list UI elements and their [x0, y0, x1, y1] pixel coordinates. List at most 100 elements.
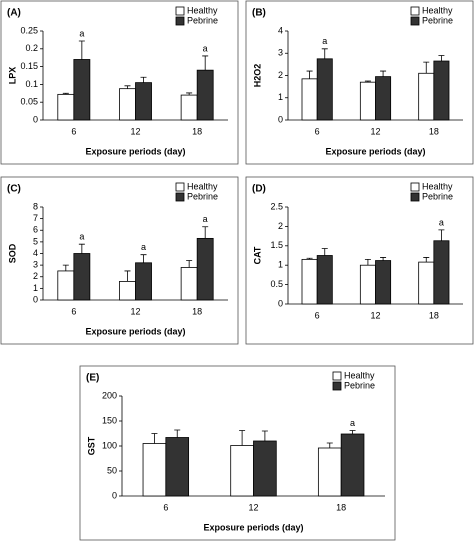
y-tick-label: 1	[33, 283, 38, 293]
error-bar	[438, 229, 445, 241]
error-bar	[423, 257, 430, 263]
error-bar	[78, 243, 85, 254]
legend-label: Pebrine	[187, 191, 218, 201]
x-tick-label: 12	[370, 310, 380, 320]
bar	[340, 433, 365, 497]
bar	[375, 260, 392, 305]
y-axis-label: LPX	[7, 67, 17, 85]
y-axis-label: GST	[86, 436, 96, 455]
bar	[253, 440, 277, 497]
x-axis-label: Exposure periods (day)	[325, 146, 425, 156]
x-tick-label: 6	[163, 502, 168, 512]
panel-label: (C)	[7, 184, 21, 195]
bar	[418, 261, 435, 305]
error-bar	[62, 92, 69, 95]
legend-swatch	[332, 381, 342, 391]
bar	[359, 81, 376, 121]
bar	[316, 255, 333, 305]
y-axis-label: H2O2	[252, 64, 262, 88]
y-tick-label: 0	[278, 298, 283, 308]
error-bar	[321, 248, 328, 256]
y-tick-label: 200	[102, 390, 117, 400]
y-tick-label: 0.1	[25, 79, 38, 89]
y-tick-label: 0	[112, 490, 117, 500]
y-tick-label: 1	[278, 92, 283, 102]
panel-label: (A)	[7, 8, 21, 19]
bar	[375, 76, 392, 121]
bar	[142, 443, 167, 497]
y-tick-label: 4	[33, 248, 38, 258]
y-tick-label: 2	[278, 221, 283, 231]
error-bar	[124, 270, 131, 282]
error-bar	[349, 430, 356, 434]
y-tick-label: 2.5	[270, 201, 283, 211]
significance-label: a	[141, 242, 146, 252]
y-tick-label: 4	[278, 25, 283, 35]
bar	[73, 253, 91, 301]
x-tick-label: 18	[192, 306, 202, 316]
x-tick-label: 6	[71, 126, 76, 136]
x-tick-label: 12	[130, 126, 140, 136]
error-bar	[423, 61, 430, 74]
bar	[57, 270, 75, 301]
significance-label: a	[79, 232, 84, 242]
x-tick-label: 18	[429, 126, 439, 136]
error-bar	[306, 70, 313, 79]
x-axis-label: Exposure periods (day)	[85, 326, 185, 336]
error-bar	[380, 70, 387, 77]
significance-label: a	[439, 217, 444, 227]
bar	[135, 262, 152, 301]
error-bar	[306, 257, 313, 260]
bar	[73, 59, 91, 121]
x-tick-label: 6	[315, 310, 320, 320]
error-bar	[140, 76, 147, 83]
bar	[433, 60, 450, 121]
y-tick-label: 7	[33, 213, 38, 223]
panel-frame	[245, 0, 474, 165]
y-tick-label: 2	[278, 70, 283, 80]
y-axis-label: CAT	[252, 246, 262, 264]
x-tick-label: 18	[429, 310, 439, 320]
error-bar	[78, 40, 85, 60]
panel-frame	[79, 365, 396, 541]
panel-frame	[0, 0, 239, 165]
y-tick-label: 6	[33, 225, 38, 235]
error-bar	[380, 257, 387, 261]
legend-label: Healthy	[187, 181, 218, 191]
y-tick-label: 0	[278, 114, 283, 124]
error-bar	[239, 430, 246, 446]
x-axis-label: Exposure periods (day)	[85, 146, 185, 156]
y-tick-label: 0.15	[20, 61, 38, 71]
significance-label: a	[322, 36, 327, 46]
significance-label: a	[350, 418, 355, 428]
legend-swatch	[175, 16, 185, 26]
error-bar	[186, 260, 193, 268]
y-tick-label: 3	[33, 260, 38, 270]
error-bar	[124, 85, 131, 89]
bar	[180, 94, 198, 121]
x-tick-label: 12	[248, 502, 258, 512]
bar	[230, 445, 254, 497]
error-bar	[202, 55, 209, 71]
legend-swatch	[410, 192, 420, 202]
x-axis-label: Exposure periods (day)	[203, 522, 303, 532]
error-bar	[326, 442, 333, 448]
legend-swatch	[410, 16, 420, 26]
panel-frame	[245, 176, 474, 345]
bar	[301, 258, 318, 305]
bar	[196, 69, 214, 121]
y-axis-label: SOD	[7, 243, 17, 263]
y-tick-label: 0.05	[20, 97, 38, 107]
error-bar	[321, 48, 328, 59]
y-tick-label: 2	[33, 271, 38, 281]
bar	[165, 437, 190, 497]
bar	[196, 237, 214, 301]
y-tick-label: 0	[33, 114, 38, 124]
legend-label: Healthy	[422, 181, 453, 191]
bar	[418, 72, 435, 121]
legend-swatch	[175, 182, 185, 192]
bar	[433, 240, 450, 305]
significance-label: a	[203, 214, 208, 224]
legend-swatch	[332, 371, 342, 381]
